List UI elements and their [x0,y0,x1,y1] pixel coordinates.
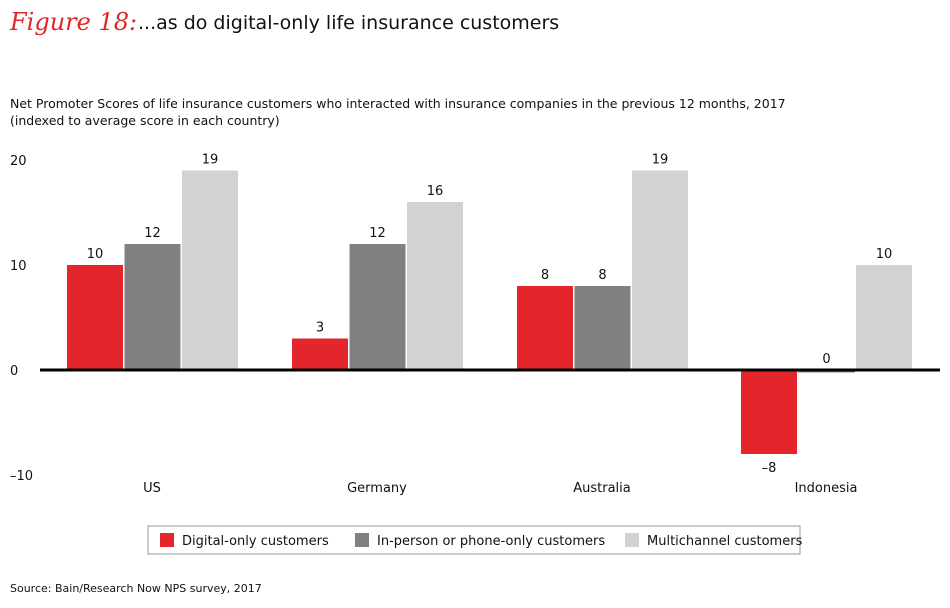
bar [632,170,688,370]
bar [349,244,406,370]
data-label: 12 [369,226,386,241]
bar [124,244,181,370]
data-label: 8 [598,268,606,283]
y-tick-label: –10 [10,469,33,484]
data-label: 16 [427,184,444,199]
figure-label: Figure 18: [10,8,138,36]
data-label: 10 [876,247,893,262]
bar [574,286,631,370]
bar [407,202,463,370]
data-label: –8 [762,461,777,476]
x-tick-label: Australia [573,481,631,496]
data-label: 19 [652,153,669,168]
data-label: 8 [541,268,549,283]
legend-label: Multichannel customers [647,534,803,549]
y-tick-label: 20 [10,154,27,169]
y-tick-label: 10 [10,259,27,274]
bar [182,170,238,370]
x-tick-label: Indonesia [795,481,858,496]
legend-swatch [160,533,174,547]
data-label: 19 [202,153,219,168]
legend-swatch [355,533,369,547]
legend-label: Digital-only customers [182,534,329,549]
legend-box [147,525,801,555]
data-label: 3 [316,321,324,336]
subtitle-line-1: Net Promoter Scores of life insurance cu… [10,96,786,111]
bar [517,286,573,370]
source-note: Source: Bain/Research Now NPS survey, 20… [10,582,262,595]
data-label: 0 [822,352,830,367]
bar [292,338,348,370]
bar [741,370,797,454]
subtitle-line-2: (indexed to average score in each countr… [10,113,280,128]
bar [67,265,123,370]
chart-subtitle: Net Promoter Scores of life insurance cu… [10,95,786,129]
bar [856,265,912,370]
legend-label: In-person or phone-only customers [377,534,605,549]
data-label: 10 [87,247,104,262]
chart-title: ...as do digital-only life insurance cus… [138,12,560,34]
y-tick-label: 0 [10,364,18,379]
x-tick-label: US [143,481,161,496]
x-tick-label: Germany [347,481,407,496]
legend-swatch [625,533,639,547]
data-label: 12 [144,226,161,241]
